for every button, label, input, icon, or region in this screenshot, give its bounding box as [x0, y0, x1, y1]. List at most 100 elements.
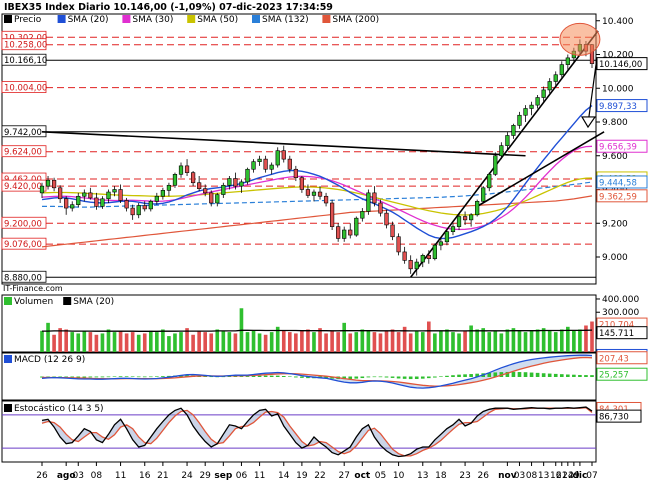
price-level-box — [1, 38, 47, 51]
price-level-box — [1, 145, 47, 158]
volume-bar — [330, 330, 334, 352]
volume-bar — [40, 330, 44, 352]
macd-histogram-bar — [572, 374, 576, 377]
candle-body — [511, 125, 516, 136]
legend-swatch — [122, 15, 131, 23]
stochastic-legend-label: Estocástico (14 3 5) — [14, 404, 104, 414]
candle-body — [450, 226, 456, 232]
volume-bar — [457, 333, 461, 352]
macd-histogram-bar — [40, 376, 44, 378]
macd-histogram-bar — [275, 375, 280, 377]
price-level-label: 10.166,10 — [4, 56, 47, 66]
legend-label: Precio — [14, 15, 42, 25]
candle-body — [426, 255, 431, 259]
macd-histogram-bar — [179, 375, 183, 377]
volume-bar — [523, 332, 528, 352]
macd-histogram-bar — [511, 371, 516, 377]
price-level-label: 10.258,00 — [4, 41, 47, 51]
volume-bar — [366, 330, 371, 352]
x-tick-label: 26 — [477, 471, 489, 481]
candle-body — [130, 207, 135, 216]
macd-line — [41, 354, 593, 389]
volume-bar — [148, 330, 153, 352]
volume-bar — [408, 333, 413, 352]
candle-body — [142, 205, 147, 210]
candle-body — [76, 195, 81, 205]
volume-bar — [124, 333, 129, 352]
candle-body — [51, 179, 57, 189]
candle-body — [420, 255, 425, 263]
candle-body — [257, 158, 262, 162]
volume-bar — [221, 330, 226, 352]
candle-body — [293, 168, 298, 178]
candle-body — [354, 217, 359, 236]
volume-bar — [318, 328, 322, 352]
volume-bar — [511, 328, 516, 352]
macd-histogram-bar — [541, 373, 546, 377]
candle-body — [160, 190, 165, 197]
price-tick-label: 10.200 — [602, 51, 634, 61]
volume-bar — [324, 333, 328, 352]
volume-bar — [312, 332, 316, 352]
macd-histogram-bar — [342, 376, 347, 380]
x-tick-label: ago — [57, 471, 76, 481]
candle-body — [197, 182, 202, 189]
macd-histogram-bar — [445, 375, 449, 377]
macd-histogram-bar — [547, 373, 552, 377]
macd-histogram-bar — [529, 372, 534, 377]
candle-body — [82, 192, 87, 197]
macd-histogram-bar — [427, 376, 431, 379]
watermark: IT-Finance.com — [3, 284, 63, 293]
volume-bar — [535, 329, 540, 352]
candle-body — [269, 164, 274, 170]
macd-histogram-bar — [348, 376, 353, 380]
candle-body — [487, 174, 492, 189]
volume-bar — [378, 333, 383, 352]
volume-bar — [584, 325, 588, 352]
candle-body — [559, 64, 564, 76]
volume-bar — [64, 329, 68, 352]
volume-bar — [348, 333, 353, 352]
macd-histogram-bar — [439, 376, 443, 377]
volume-bar — [396, 332, 401, 352]
x-tick-label: 11 — [254, 471, 265, 481]
candle-body — [245, 168, 250, 183]
x-tick-label: sep — [214, 471, 232, 481]
volume-bar — [197, 330, 201, 352]
sma200-line — [41, 195, 593, 248]
volume-bar — [269, 332, 274, 352]
volume-badge-box — [596, 326, 648, 340]
volume-bar — [70, 332, 75, 352]
macd-histogram-bar — [487, 372, 492, 377]
volume-bar — [475, 329, 479, 352]
x-tick-label: 08 — [91, 471, 103, 481]
volume-bar — [390, 329, 395, 352]
volume-bar — [342, 322, 347, 352]
legend-label: SMA (200) — [332, 15, 379, 25]
macd-histogram-bar — [553, 373, 558, 377]
x-tick-label: 26 — [36, 471, 48, 481]
volume-bar — [209, 333, 214, 352]
top-highlight — [559, 22, 601, 56]
candle-body — [475, 201, 480, 216]
x-tick-label: 23 — [459, 471, 470, 481]
price-level-label: 9.200,00 — [4, 219, 42, 229]
volume-bar — [541, 328, 546, 352]
legend-label: SMA (30) — [132, 15, 173, 25]
x-tick-label: 05 — [375, 471, 386, 481]
volume-bar — [433, 333, 437, 352]
volume-panel: 400.000 300.000 Volumen SMA (20) 210.704145.… — [1, 294, 648, 353]
x-tick-label: 24 — [562, 471, 574, 481]
candle-body — [190, 172, 196, 184]
candle-body — [456, 216, 462, 227]
candle-body — [305, 189, 311, 196]
candle-body — [70, 204, 75, 209]
candle-body — [58, 187, 63, 200]
candle-body — [408, 260, 413, 270]
volume-bar — [263, 334, 268, 352]
price-badge-label: 9.444,58 — [599, 178, 637, 188]
price-badge-label: 9.656,39 — [599, 143, 637, 153]
stochastic-d-line — [41, 407, 593, 457]
candle-body — [88, 192, 93, 199]
